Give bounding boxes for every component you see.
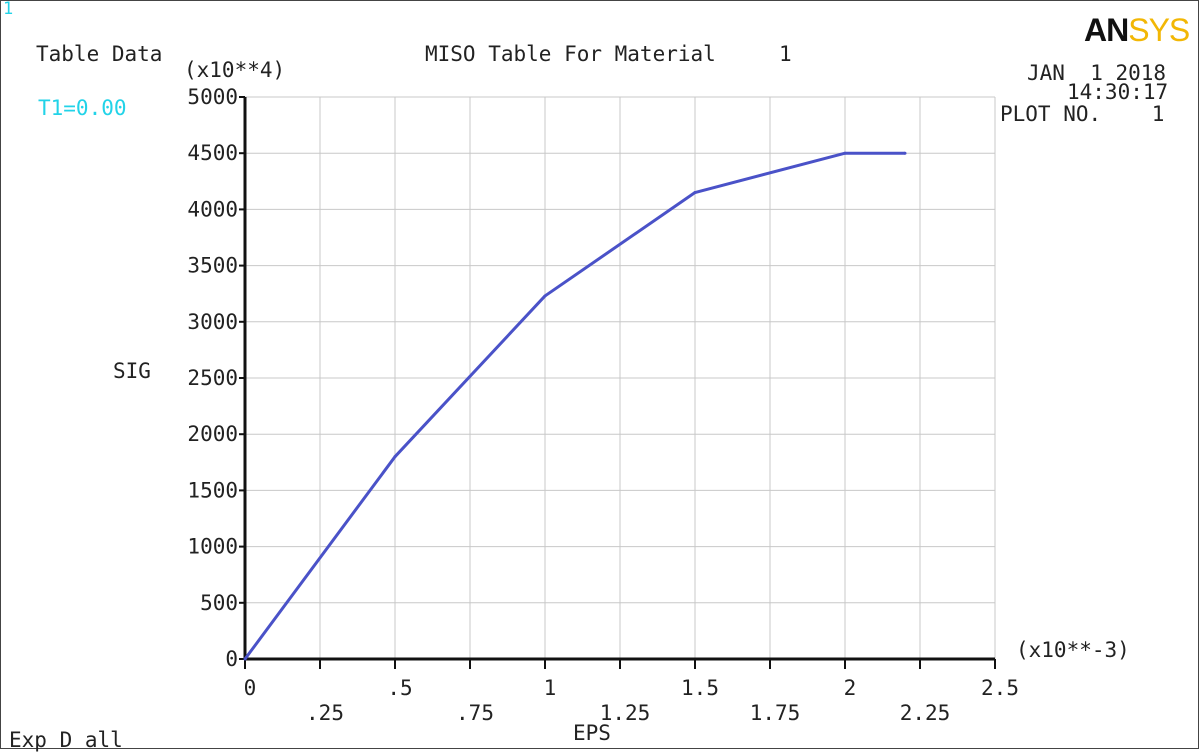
chart-title: MISO Table For Material 1 [425, 42, 792, 66]
y-axis-label: SIG [113, 359, 151, 383]
y-multiplier: (x10**4) [184, 58, 286, 82]
left-title: Table Data [36, 42, 163, 66]
data-point [243, 657, 247, 661]
x-tick-label: 1.75 [750, 701, 801, 725]
plot-time: 14:30:17 [1067, 80, 1169, 104]
y-tick-label: 4000 [187, 197, 238, 221]
window-number: 1 [3, 0, 14, 19]
footer-label: Exp D all [9, 728, 123, 752]
x-tick-label: .75 [456, 701, 494, 725]
y-tick-label: 3500 [187, 254, 238, 278]
plot-number: PLOT NO. 1 [1000, 102, 1165, 126]
y-tick-label: 5000 [187, 85, 238, 109]
logo-main: AN [1084, 12, 1129, 48]
ansys-logo: ANSYS [1084, 12, 1190, 48]
data-point [393, 455, 397, 459]
y-tick-label: 500 [200, 591, 238, 615]
x-tick-label: .25 [306, 701, 344, 725]
y-tick-label: 1000 [187, 535, 238, 559]
x-tick-label: 0 [244, 676, 257, 700]
x-tick-label: 1.5 [681, 676, 719, 700]
y-tick-label: 0 [225, 647, 238, 671]
y-tick-label: 2000 [187, 422, 238, 446]
x-multiplier: (x10**-3) [1016, 638, 1130, 662]
y-tick-label: 1500 [187, 478, 238, 502]
temperature-label: T1=0.00 [38, 96, 127, 120]
data-point [693, 191, 697, 195]
logo-accent: SYS [1128, 12, 1190, 48]
x-tick-label: 2.5 [981, 676, 1019, 700]
x-tick-label: 1.25 [600, 701, 651, 725]
data-point [843, 151, 847, 155]
data-point [543, 294, 547, 298]
x-tick-label: 2.25 [900, 701, 951, 725]
data-series-line [243, 151, 905, 660]
plot-date: JAN 1 2018 [1027, 61, 1167, 85]
x-axis-label: EPS [573, 721, 611, 745]
y-tick-label: 3000 [187, 310, 238, 334]
data-point [903, 151, 907, 155]
x-tick-label: .5 [387, 676, 412, 700]
x-tick-label: 1 [544, 676, 557, 700]
y-tick-label: 2500 [187, 366, 238, 390]
x-tick-label: 2 [844, 676, 857, 700]
y-tick-label: 4500 [187, 141, 238, 165]
